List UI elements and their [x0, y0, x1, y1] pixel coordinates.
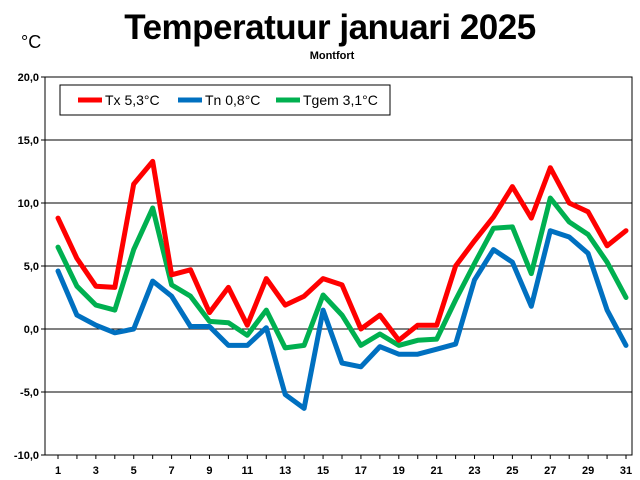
x-tick-label: 15 [317, 465, 329, 477]
x-tick-label: 9 [206, 465, 212, 477]
x-tick-label: 7 [169, 465, 175, 477]
x-tick-label: 19 [393, 465, 405, 477]
x-tick-label: 3 [93, 465, 99, 477]
y-tick-label: 5,0 [24, 261, 39, 273]
x-tick-label: 23 [468, 465, 480, 477]
x-tick-label: 17 [355, 465, 367, 477]
y-tick-label: 15,0 [18, 135, 39, 147]
y-tick-label: -10,0 [14, 450, 39, 462]
y-tick-label: 0,0 [24, 324, 39, 336]
x-tick-label: 5 [131, 465, 137, 477]
x-tick-label: 13 [279, 465, 291, 477]
x-tick-label: 25 [506, 465, 518, 477]
x-tick-label: 31 [620, 465, 632, 477]
x-tick-label: 11 [242, 465, 254, 477]
legend-label: Tgem 3,1°C [303, 92, 378, 108]
legend-label: Tn 0,8°C [205, 92, 260, 108]
x-tick-label: 29 [582, 465, 594, 477]
y-tick-label: -5,0 [20, 387, 39, 399]
y-tick-label: 10,0 [18, 198, 39, 210]
legend-label: Tx 5,3°C [105, 92, 160, 108]
y-unit-label: °C [21, 32, 42, 52]
x-tick-label: 1 [55, 465, 61, 477]
legend-box [59, 84, 391, 116]
series-line-tgem [55, 195, 629, 351]
x-tick-label: 27 [544, 465, 556, 477]
series-line-tn [55, 228, 629, 411]
chart-title: Temperatuur januari 2025 [124, 8, 536, 47]
x-tick-label: 21 [431, 465, 443, 477]
chart-subtitle: Montfort [309, 50, 355, 62]
y-tick-label: 20,0 [18, 72, 39, 84]
series-line-tx [55, 158, 629, 343]
